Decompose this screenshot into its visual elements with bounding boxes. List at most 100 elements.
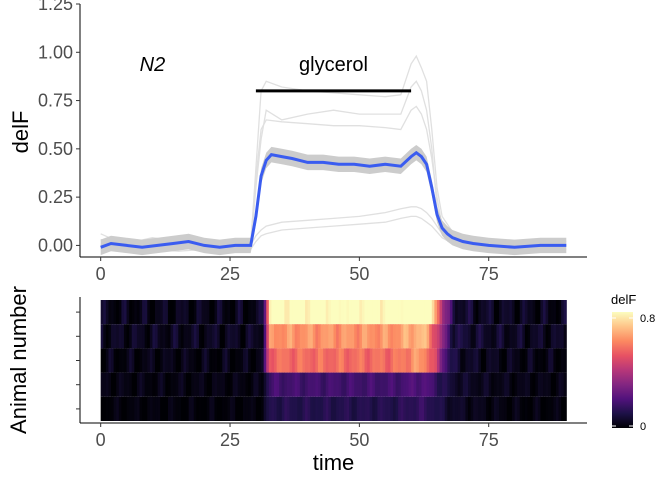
heatmap-cell: [263, 324, 267, 349]
heatmap-cell: [188, 300, 192, 325]
heatmap-cell: [496, 396, 500, 421]
heatmap-cell: [403, 300, 407, 325]
heatmap-cell: [250, 348, 254, 373]
heatmap-cell: [255, 372, 259, 397]
heatmap-cell: [447, 348, 451, 373]
heatmap-cell: [320, 324, 324, 349]
heatmap-cell: [173, 396, 177, 421]
heatmap-cell: [470, 300, 474, 325]
heatmap-cell: [139, 348, 143, 373]
heatmap-cell: [416, 324, 420, 349]
heatmap-cell: [411, 300, 415, 325]
heatmap-cell: [144, 324, 148, 349]
heatmap-cell: [333, 348, 337, 373]
heatmap-cell: [157, 396, 161, 421]
heatmap-cell: [108, 396, 112, 421]
heatmap-cell: [537, 348, 541, 373]
heatmap-cell: [553, 348, 557, 373]
heatmap-cell: [491, 324, 495, 349]
heatmap-cell: [139, 372, 143, 397]
heatmap-cell: [452, 396, 456, 421]
heatmap-cell: [449, 372, 453, 397]
heatmap-cell: [281, 348, 285, 373]
heatmap-cell: [411, 396, 415, 421]
heatmap-cell: [405, 324, 410, 349]
heatmap-cell: [198, 348, 203, 373]
heatmap-cell: [506, 348, 510, 373]
heatmap-cell: [209, 300, 213, 325]
heatmap-cell: [271, 348, 275, 373]
heatmap-cell: [561, 300, 565, 325]
heatmap-cell: [387, 324, 391, 349]
heatmap-cell: [455, 300, 459, 325]
heatmap-cell: [349, 348, 353, 373]
heatmap-cell: [111, 372, 115, 397]
heatmap-cell: [302, 372, 306, 397]
heatmap-cell: [116, 396, 120, 421]
heatmap-cell: [392, 324, 397, 349]
heatmap-cell: [258, 300, 262, 325]
heatmap-cell: [540, 324, 544, 349]
heatmap-cell: [493, 372, 497, 397]
heatmap-cell: [426, 324, 430, 349]
heatmap-cell: [462, 396, 466, 421]
heatmap-cell: [330, 372, 334, 397]
heatmap-cell: [392, 396, 397, 421]
heatmap-cell: [147, 372, 151, 397]
heatmap-cell: [258, 396, 262, 421]
heatmap-cell: [224, 300, 228, 325]
heatmap-cell: [204, 300, 208, 325]
heatmap-cell: [134, 300, 138, 325]
heatmap-cell: [349, 324, 353, 349]
line-chart-panel: N2 glycerol 0.00 0.25 0.50 0.75 1.00 1.25 0 25…: [8, 0, 587, 284]
heatmap-cell: [131, 396, 135, 421]
heatmap-cell: [349, 300, 353, 325]
heatmap-cell: [248, 348, 252, 373]
heatmap-cell: [170, 372, 174, 397]
heatmap-cell: [121, 372, 125, 397]
heatmap-cell: [276, 348, 280, 373]
heatmap-cell: [468, 396, 472, 421]
heatmap-cell: [501, 372, 505, 397]
heatmap-cell: [369, 300, 373, 325]
heatmap-cell: [219, 372, 223, 397]
x-axis-title: time: [313, 450, 355, 475]
heatmap-cell: [460, 372, 464, 397]
heatmap-cell: [160, 324, 164, 349]
heatmap-cell: [191, 300, 195, 325]
heatmap-cell: [123, 396, 128, 421]
heatmap-cell: [480, 324, 485, 349]
heatmap-cell: [483, 324, 487, 349]
heatmap-cell: [349, 372, 353, 397]
heatmap-cell: [431, 372, 435, 397]
heatmap-cell: [429, 300, 433, 325]
heatmap-cell: [470, 396, 474, 421]
heatmap-cell: [555, 300, 560, 325]
heatmap-cell: [543, 324, 547, 349]
heatmap-cell: [356, 324, 360, 349]
heatmap-cell: [535, 396, 539, 421]
heatmap-cell: [149, 348, 153, 373]
heatmap-cell: [263, 372, 267, 397]
heatmap-cell: [325, 324, 329, 349]
heatmap-cell: [155, 396, 159, 421]
heatmap-cell: [108, 348, 112, 373]
heatmap-cell: [374, 372, 378, 397]
heatmap-cell: [351, 396, 355, 421]
y-tick-label: 0.25: [38, 187, 73, 207]
heatmap-cell: [336, 324, 340, 349]
heatmap-cell: [390, 396, 394, 421]
heatmap-cell: [325, 348, 329, 373]
heatmap-cell: [279, 396, 283, 421]
heatmap-cell: [483, 348, 487, 373]
heatmap-cell: [100, 372, 104, 397]
heatmap-cell: [359, 396, 363, 421]
heatmap-cell: [522, 372, 526, 397]
heatmap-cell: [519, 396, 523, 421]
heatmap-cell: [496, 300, 500, 325]
heatmap-cell: [364, 396, 368, 421]
heatmap-cell: [305, 324, 309, 349]
heatmap-cell: [178, 348, 182, 373]
heatmap-cell: [524, 372, 529, 397]
heatmap-cell: [297, 300, 301, 325]
